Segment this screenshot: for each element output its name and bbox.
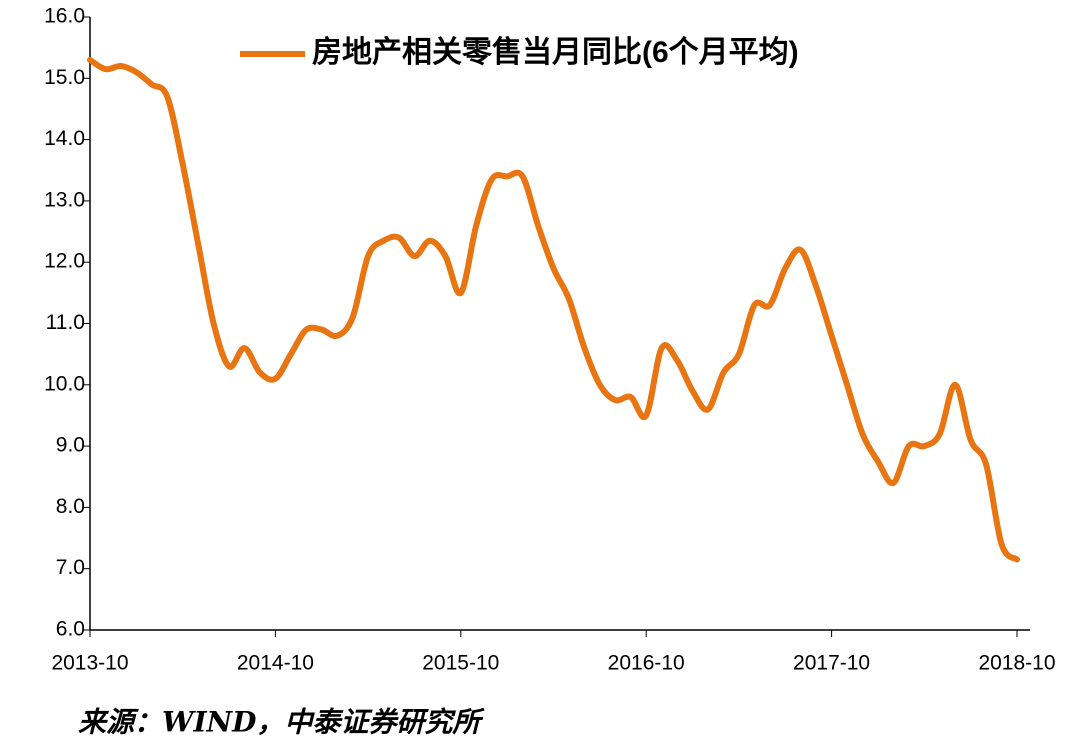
y-tick-label: 14.0: [44, 127, 85, 150]
y-tick-label: 9.0: [56, 434, 85, 457]
y-tick-label: 6.0: [56, 618, 85, 641]
x-tick-label: 2016-10: [608, 652, 685, 675]
y-tick-label: 11.0: [46, 311, 85, 334]
y-tick-label: 12.0: [44, 250, 85, 273]
y-tick-label: 16.0: [44, 5, 85, 28]
x-tick-label: 2013-10: [51, 652, 128, 675]
y-tick-label: 13.0: [44, 188, 85, 211]
x-tick-label: 2018-10: [978, 652, 1055, 675]
source: 来源：WIND，中泰证券研究所: [78, 706, 485, 739]
legend-label: 房地产相关零售当月同比(6个月平均): [312, 36, 799, 69]
x-tick-label: 2015-10: [422, 652, 499, 675]
x-tick-label: 2017-10: [793, 652, 870, 675]
x-tick-label: 2014-10: [237, 652, 314, 675]
y-tick-label: 7.0: [56, 556, 85, 579]
line: [87, 56, 1020, 563]
y-tick-label: 10.0: [44, 372, 85, 395]
y-tick-label: 8.0: [56, 495, 85, 518]
y-tick-label: 15.0: [44, 66, 85, 89]
